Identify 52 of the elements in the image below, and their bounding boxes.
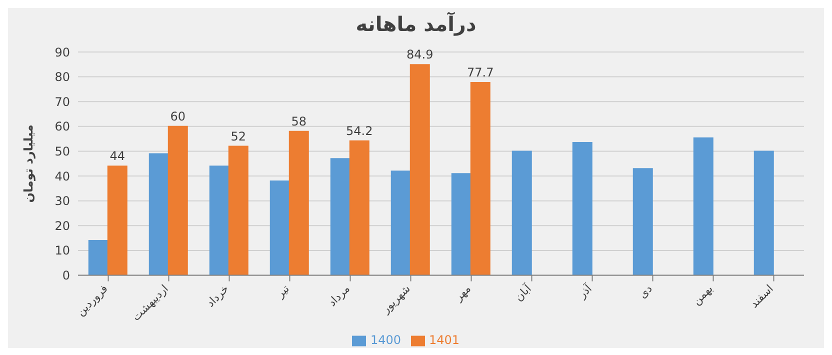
x-tick-label: اسفند — [748, 282, 776, 310]
data-label: 44 — [110, 149, 126, 164]
x-tick-label: آبان — [512, 280, 535, 304]
x-tick-label: شهریور — [378, 282, 413, 316]
x-tick-label: خرداد — [204, 282, 232, 310]
x-tick-label: دی — [636, 282, 655, 301]
bar — [470, 82, 490, 276]
x-tick-label: آذر — [574, 280, 596, 302]
y-tick-label: 70 — [54, 94, 70, 109]
bar — [390, 170, 411, 276]
y-tick-label: 20 — [54, 218, 70, 233]
data-label: 77.7 — [467, 66, 494, 80]
bar — [451, 173, 472, 276]
y-tick-label: 0 — [62, 268, 70, 283]
x-tick-label: مهر — [451, 282, 474, 304]
bar — [209, 166, 230, 276]
bar — [288, 130, 309, 276]
bar — [88, 240, 108, 276]
x-tick-label: اردیبهشت — [130, 282, 171, 324]
y-tick-label: 30 — [54, 194, 70, 208]
legend-label: 1401 — [429, 333, 460, 348]
bar — [270, 180, 290, 276]
bar — [168, 126, 188, 276]
y-tick-label: 80 — [54, 70, 70, 84]
data-label: 58 — [291, 114, 307, 128]
data-label: 60 — [170, 109, 186, 124]
bar — [693, 137, 714, 276]
data-label: 54.2 — [346, 124, 373, 138]
bar — [572, 142, 592, 276]
y-axis-title: میلیارد تومان — [21, 124, 36, 203]
y-tick-label: 40 — [54, 169, 70, 184]
chart-title: درآمد ماهانه — [354, 11, 478, 38]
y-tick-label: 60 — [54, 120, 70, 134]
bar — [512, 150, 532, 276]
legend-label: 1400 — [370, 333, 401, 348]
y-tick-label: 50 — [54, 144, 70, 158]
bar — [632, 168, 653, 276]
data-label: 52 — [230, 129, 246, 144]
bar — [148, 153, 169, 276]
bar — [107, 166, 128, 276]
y-tick-label: 90 — [54, 45, 70, 60]
data-label: 84.9 — [406, 48, 434, 62]
x-tick-label: بهمن — [690, 282, 716, 308]
bar — [754, 150, 774, 276]
bar — [228, 146, 248, 276]
bar — [349, 140, 370, 276]
y-tick-label: 10 — [54, 244, 70, 258]
bar — [330, 158, 350, 276]
x-tick-label: تیر — [273, 282, 292, 301]
bar — [410, 64, 430, 276]
x-tick-label: فروردین — [74, 282, 110, 318]
x-tick-label: مرداد — [326, 282, 352, 309]
